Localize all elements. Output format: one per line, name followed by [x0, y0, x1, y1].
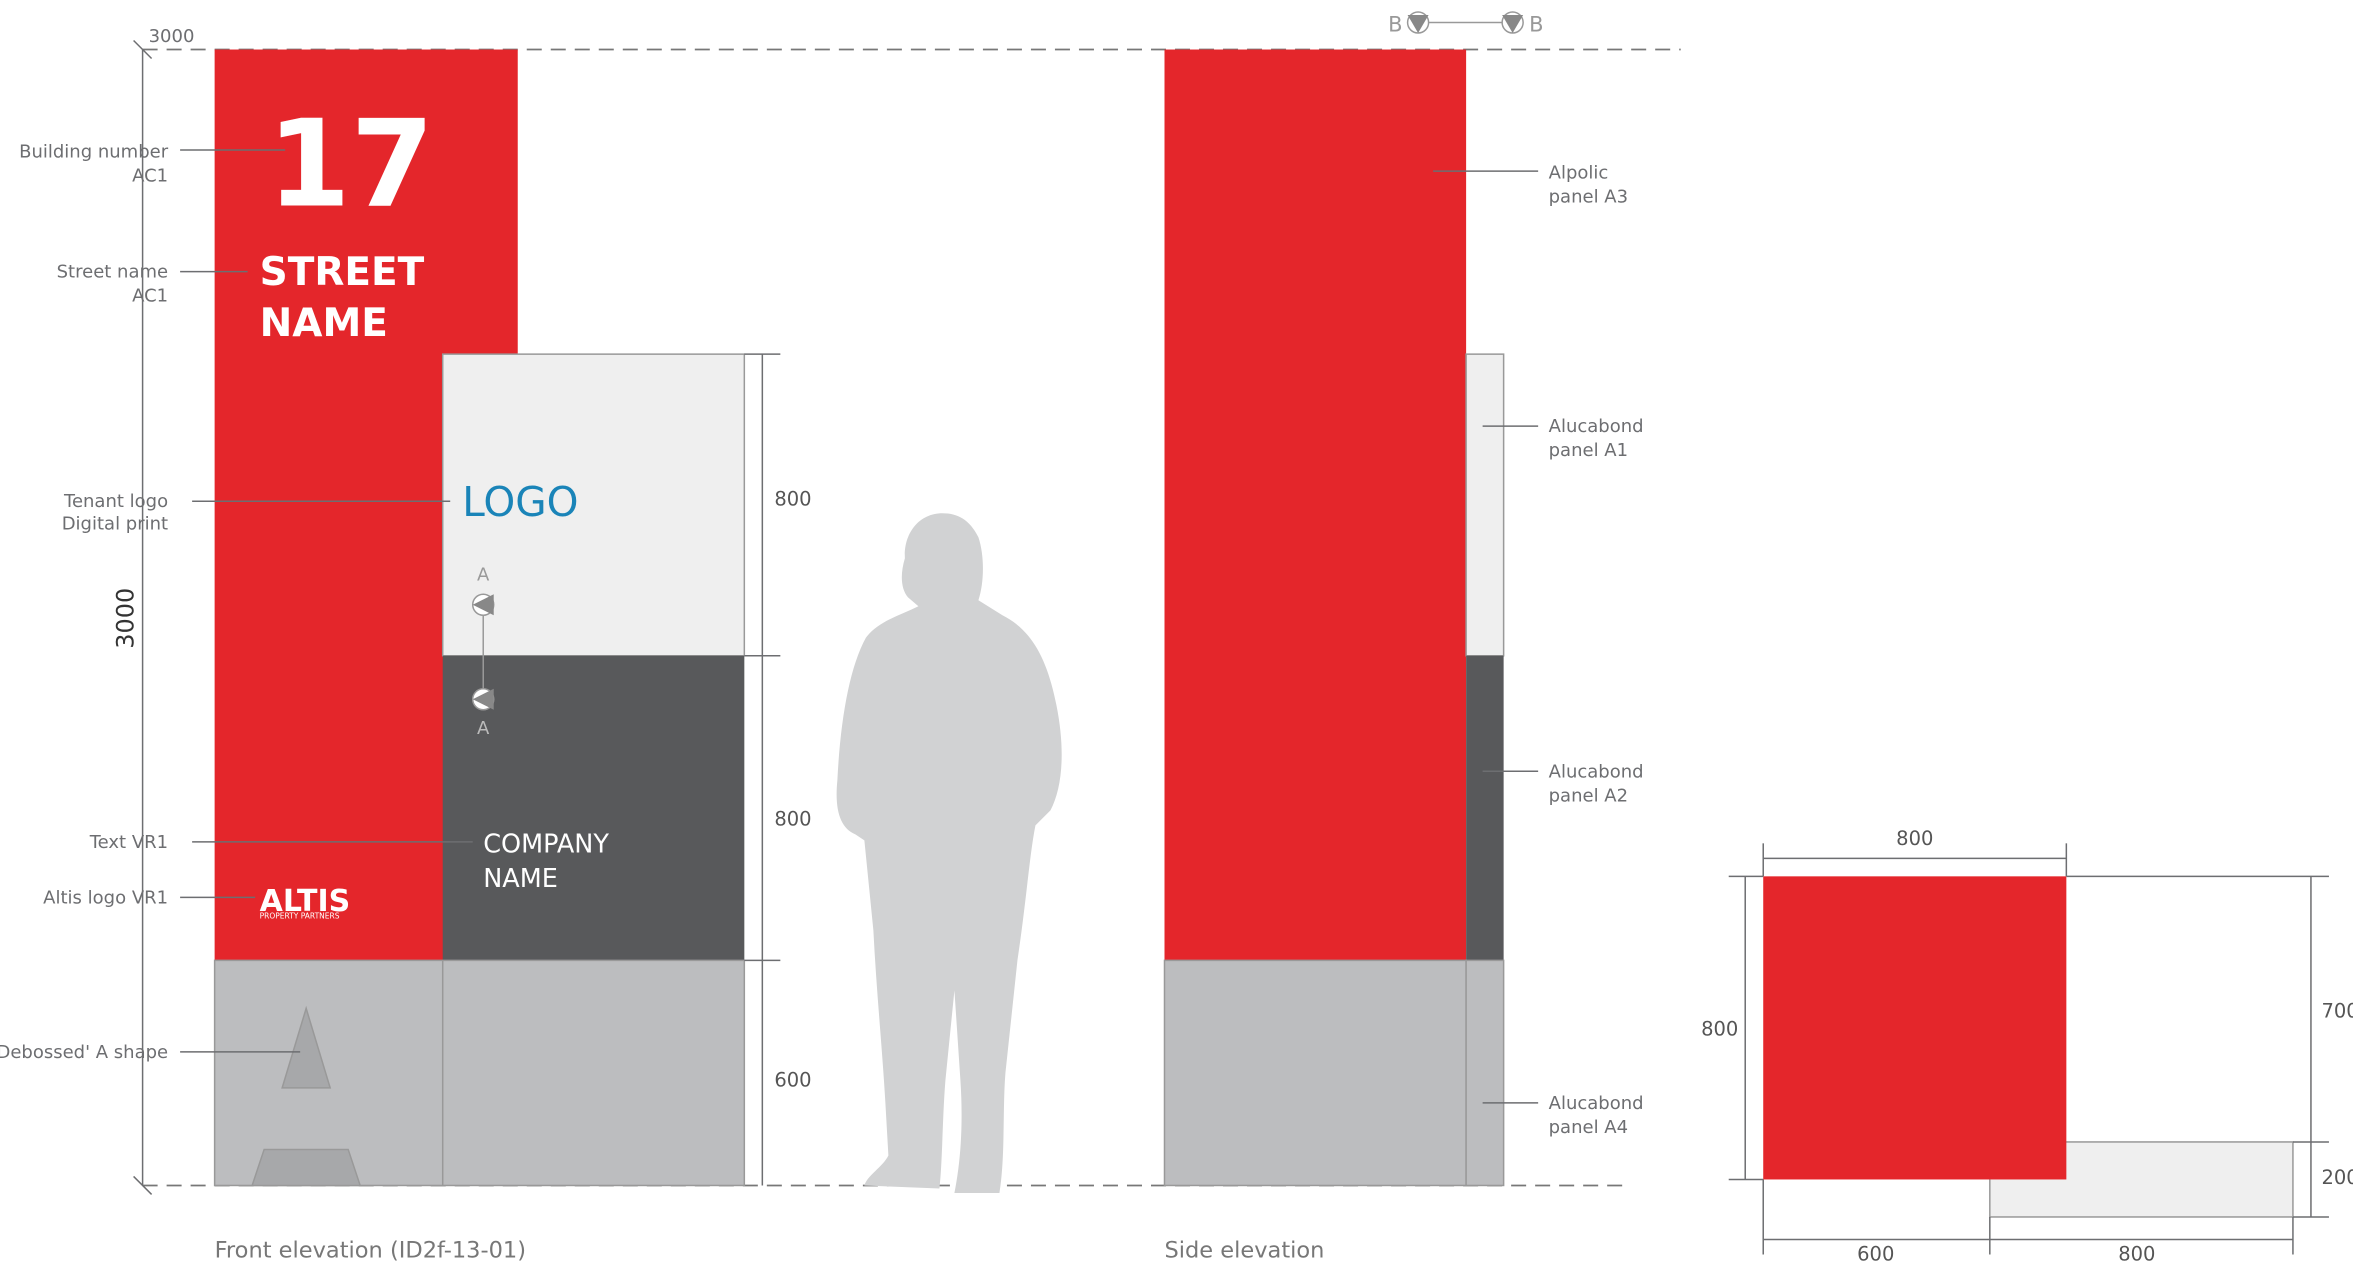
- callout-text: AC1: [132, 286, 168, 307]
- dim-label: 800: [1896, 827, 1933, 850]
- callout-text: panel A2: [1549, 785, 1628, 806]
- building-number: 17: [267, 96, 434, 235]
- person-silhouette: [836, 513, 1062, 1193]
- callout-text: Text VR1: [89, 832, 168, 853]
- altis-logo: ALTIS: [260, 884, 351, 919]
- height-side-label: 3000: [112, 588, 140, 649]
- section-arrow: [472, 688, 494, 710]
- callout-text: Alpolic: [1549, 163, 1609, 184]
- section-arrow: [1502, 15, 1524, 34]
- callout-text: Street name: [57, 262, 168, 283]
- callout-text: 'Debossed' A shape: [0, 1042, 168, 1063]
- dim-tick: [133, 1175, 153, 1195]
- dim-label: 800: [774, 807, 811, 830]
- callout-text: Building number: [19, 142, 169, 163]
- left-callouts: Building number AC1 Street name AC1 Tena…: [0, 142, 473, 1063]
- section-marker: A: [477, 718, 490, 739]
- dim-label: 700: [2321, 999, 2353, 1022]
- street-name: NAME: [260, 301, 388, 346]
- callout-text: Alucabond: [1549, 761, 1644, 782]
- callout-text: AC1: [132, 166, 168, 187]
- company-name: NAME: [483, 864, 558, 894]
- dim-label: 600: [1857, 1242, 1894, 1265]
- section-arrow: [1407, 15, 1429, 34]
- callout-text: Alucabond: [1549, 1093, 1644, 1114]
- plan-dims: 800 800 700 200 600 800: [1701, 827, 2353, 1266]
- callout-text: Alucabond: [1549, 416, 1644, 437]
- side-base: [1163, 959, 1467, 1187]
- company-name: COMPANY: [483, 829, 609, 859]
- callout-text: Altis logo VR1: [43, 887, 168, 908]
- height-top-label: 3000: [149, 26, 195, 47]
- callout-text: Digital print: [62, 514, 168, 535]
- callout-text: panel A4: [1549, 1117, 1628, 1138]
- section-marker: B: [1529, 13, 1543, 37]
- side-base-edge: [1465, 959, 1505, 1187]
- altis-tagline: PROPERTY PARTNERS: [260, 911, 340, 920]
- debossed-a-lower: [251, 1148, 362, 1187]
- side-callouts: Alpolic panel A3 Alucabond panel A1 Aluc…: [1433, 163, 1644, 1138]
- section-arrow: [472, 594, 494, 616]
- side-light-panel: [1465, 353, 1505, 657]
- side-red-panel: [1164, 49, 1467, 961]
- dim-label: 800: [2118, 1242, 2155, 1265]
- section-marker: B: [1388, 13, 1402, 37]
- dim-label: 200: [2321, 1166, 2353, 1189]
- callout-text: Tenant logo: [63, 491, 168, 512]
- side-caption: Side elevation: [1164, 1237, 1324, 1263]
- callout-text: panel A1: [1549, 440, 1628, 461]
- plan-red-block: [1763, 876, 2067, 1180]
- dim-label: 800: [1701, 1017, 1738, 1040]
- front-caption: Front elevation (ID2f-13-01): [215, 1237, 526, 1263]
- debossed-a: [281, 1005, 332, 1089]
- logo-text: LOGO: [462, 478, 578, 526]
- dim-label: 800: [774, 488, 811, 511]
- street-name: STREET: [260, 250, 425, 295]
- side-dark-panel: [1466, 655, 1504, 961]
- dim-tick: [133, 39, 153, 60]
- callout-text: panel A3: [1549, 187, 1628, 208]
- section-marker: A: [477, 565, 490, 586]
- dim-label: 600: [774, 1068, 811, 1091]
